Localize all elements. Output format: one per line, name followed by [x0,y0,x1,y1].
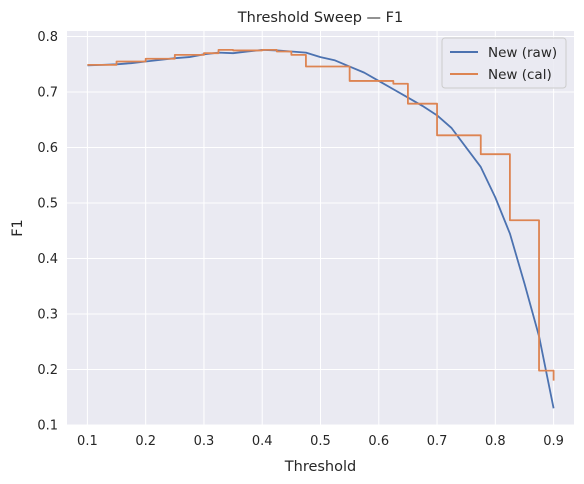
series-lines [87,48,555,409]
x-tick-labels: 0.1 0.2 0.3 0.4 0.5 0.6 0.7 0.8 0.9 [77,434,564,449]
y-tick-label: 0.3 [37,308,58,323]
x-tick-label: 0.3 [194,434,215,449]
x-tick-label: 0.8 [485,434,506,449]
legend-label-new-raw: New (raw) [488,45,557,61]
x-tick-label: 0.9 [543,434,564,449]
x-tick-label: 0.2 [135,434,156,449]
y-tick-label: 0.5 [37,197,58,212]
series-line-new-cal [87,48,555,381]
y-tick-label: 0.4 [37,252,58,267]
y-tick-labels: 0.1 0.2 0.3 0.4 0.5 0.6 0.7 0.8 [37,30,58,433]
y-tick-label: 0.2 [37,363,58,378]
y-tick-label: 0.8 [37,30,58,45]
legend-box [441,37,567,89]
y-tick-label: 0.1 [37,419,58,434]
x-tick-label: 0.6 [368,434,389,449]
x-tick-label: 0.5 [310,434,331,449]
x-axis-label: Threshold [284,459,356,475]
x-tick-label: 0.1 [77,434,98,449]
x-tick-label: 0.4 [252,434,273,449]
y-tick-label: 0.6 [37,141,58,156]
legend: New (raw) New (cal) [441,37,567,89]
chart-title: Threshold Sweep — F1 [237,10,403,26]
y-axis-label: F1 [10,219,26,237]
grid-lines [67,31,574,426]
legend-label-new-cal: New (cal) [488,67,552,83]
y-tick-label: 0.7 [37,86,58,101]
x-tick-label: 0.7 [427,434,448,449]
